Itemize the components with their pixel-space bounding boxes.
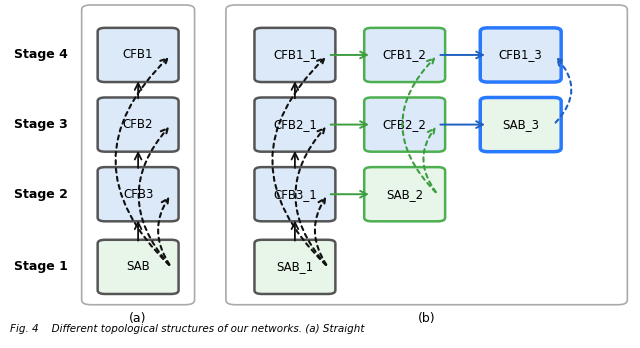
- Text: Stage 1: Stage 1: [14, 260, 68, 274]
- Text: CFB3: CFB3: [123, 188, 154, 201]
- Text: (a): (a): [129, 312, 147, 325]
- FancyBboxPatch shape: [98, 28, 179, 82]
- FancyBboxPatch shape: [255, 167, 335, 221]
- FancyBboxPatch shape: [364, 28, 445, 82]
- Text: SAB_1: SAB_1: [276, 260, 314, 274]
- FancyBboxPatch shape: [98, 167, 179, 221]
- Text: CFB3_1: CFB3_1: [273, 188, 317, 201]
- Text: SAB_2: SAB_2: [386, 188, 423, 201]
- FancyBboxPatch shape: [98, 240, 179, 294]
- Text: Stage 3: Stage 3: [14, 118, 68, 131]
- Text: Stage 4: Stage 4: [14, 48, 68, 62]
- Text: SAB: SAB: [126, 260, 150, 274]
- Text: CFB1: CFB1: [123, 48, 154, 62]
- Text: Fig. 4    Different topological structures of our networks. (a) Straight: Fig. 4 Different topological structures …: [10, 324, 364, 334]
- FancyBboxPatch shape: [255, 240, 335, 294]
- Text: CFB2_2: CFB2_2: [383, 118, 427, 131]
- FancyBboxPatch shape: [480, 28, 561, 82]
- Text: CFB1_3: CFB1_3: [499, 48, 543, 62]
- FancyBboxPatch shape: [480, 97, 561, 152]
- Text: SAB_3: SAB_3: [502, 118, 540, 131]
- Text: Stage 2: Stage 2: [14, 188, 68, 201]
- Text: CFB1_1: CFB1_1: [273, 48, 317, 62]
- FancyBboxPatch shape: [255, 97, 335, 152]
- FancyBboxPatch shape: [255, 28, 335, 82]
- Text: CFB2: CFB2: [123, 118, 154, 131]
- Text: CFB2_1: CFB2_1: [273, 118, 317, 131]
- Text: CFB1_2: CFB1_2: [383, 48, 427, 62]
- FancyBboxPatch shape: [364, 97, 445, 152]
- Text: (b): (b): [418, 312, 435, 325]
- FancyBboxPatch shape: [364, 167, 445, 221]
- FancyBboxPatch shape: [98, 97, 179, 152]
